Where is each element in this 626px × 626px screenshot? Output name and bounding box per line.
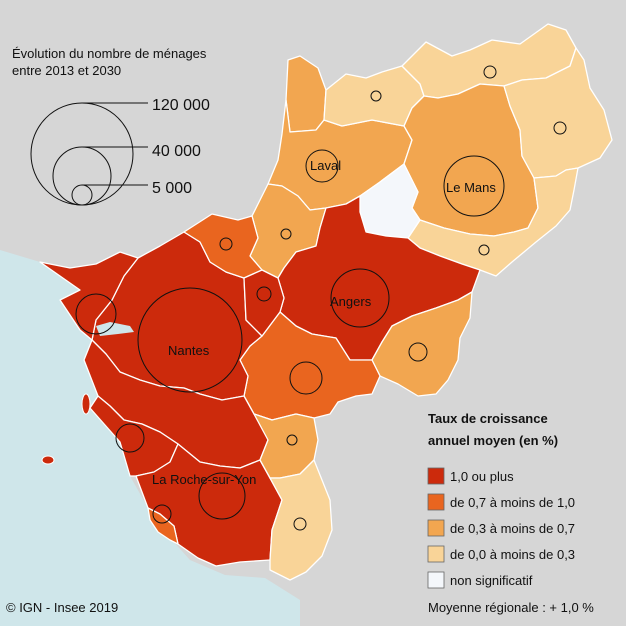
- legend-swatch-0: [427, 467, 445, 485]
- source-credit: © IGN - Insee 2019: [6, 600, 118, 615]
- city-label-nantes: Nantes: [168, 343, 210, 358]
- zone-ancenis: [243, 269, 285, 337]
- legend-swatch-1: [427, 493, 445, 511]
- city-label-angers: Angers: [330, 294, 372, 309]
- circle-north-east: [483, 65, 497, 79]
- circle-east-sarthe: [553, 121, 567, 135]
- zone-la-roche-sur-yon: [135, 443, 283, 567]
- circle-chateaubriant: [219, 237, 233, 251]
- circle-challans: [115, 423, 145, 453]
- circle-angers: [330, 268, 390, 328]
- circle-saumur: [408, 342, 428, 362]
- circle-la-roche-sur-yon: [198, 472, 246, 520]
- size-legend-label-small: 5 000: [152, 180, 192, 197]
- size-legend-title-1: Évolution du nombre de ménages: [12, 46, 207, 61]
- legend-label-0: 1,0 ou plus: [450, 469, 514, 484]
- circle-south-sarthe: [478, 244, 490, 256]
- circle-ancenis: [256, 286, 272, 302]
- circle-les-herbiers: [286, 434, 298, 446]
- city-label-laval: Laval: [310, 158, 341, 173]
- size-legend: Évolution du nombre de ménages entre 201…: [12, 46, 210, 206]
- color-legend-title-2: annuel moyen (en %): [428, 433, 558, 448]
- territories: [39, 23, 613, 581]
- zone-fontenay: [269, 459, 333, 581]
- atlantic-ocean: [0, 250, 300, 626]
- color-legend-title-1: Taux de croissance: [428, 411, 548, 426]
- zone-saint-nazaire: [39, 251, 139, 341]
- circle-les-sables: [152, 504, 172, 524]
- circle-north-center: [370, 90, 382, 102]
- circle-laval: [305, 149, 339, 183]
- regional-average: Moyenne régionale : + 1,0 %: [428, 600, 594, 615]
- legend-swatch-3: [427, 545, 445, 563]
- island-yeu: [41, 455, 55, 465]
- size-legend-title-2: entre 2013 et 2030: [12, 63, 121, 78]
- city-labels: Laval Le Mans Angers Nantes La Roche-sur…: [152, 158, 496, 487]
- legend-label-2: de 0,3 à moins de 0,7: [450, 521, 575, 536]
- zone-east-sarthe: [503, 47, 613, 179]
- legend-label-1: de 0,7 à moins de 1,0: [450, 495, 575, 510]
- zone-les-sables: [147, 507, 179, 545]
- zone-mayenne-north: [285, 55, 327, 133]
- circle-south-mayenne: [280, 228, 292, 240]
- city-label-le-mans: Le Mans: [446, 180, 496, 195]
- legend-swatch-2: [427, 519, 445, 537]
- island-noirmoutier: [81, 393, 91, 415]
- color-legend: Taux de croissance annuel moyen (en %) 1…: [427, 411, 575, 589]
- circle-fontenay: [293, 517, 307, 531]
- legend-label-3: de 0,0 à moins de 0,3: [450, 547, 575, 562]
- size-legend-circle-medium: [52, 146, 112, 206]
- zone-chateaubriant: [183, 213, 263, 279]
- legend-label-4: non significatif: [450, 573, 533, 588]
- size-legend-circle-large: [30, 102, 134, 206]
- loire-estuary: [96, 322, 134, 336]
- circle-le-mans: [443, 155, 505, 217]
- circle-nantes: [137, 287, 243, 393]
- circle-saint-nazaire: [75, 293, 117, 335]
- size-legend-label-medium: 40 000: [152, 143, 201, 160]
- city-label-la-roche-sur-yon: La Roche-sur-Yon: [152, 472, 256, 487]
- legend-swatch-4: [427, 571, 445, 589]
- circle-cholet: [289, 361, 323, 395]
- size-legend-label-large: 120 000: [152, 97, 210, 114]
- size-legend-circle-small: [71, 184, 93, 206]
- proportional-circles: [75, 65, 567, 531]
